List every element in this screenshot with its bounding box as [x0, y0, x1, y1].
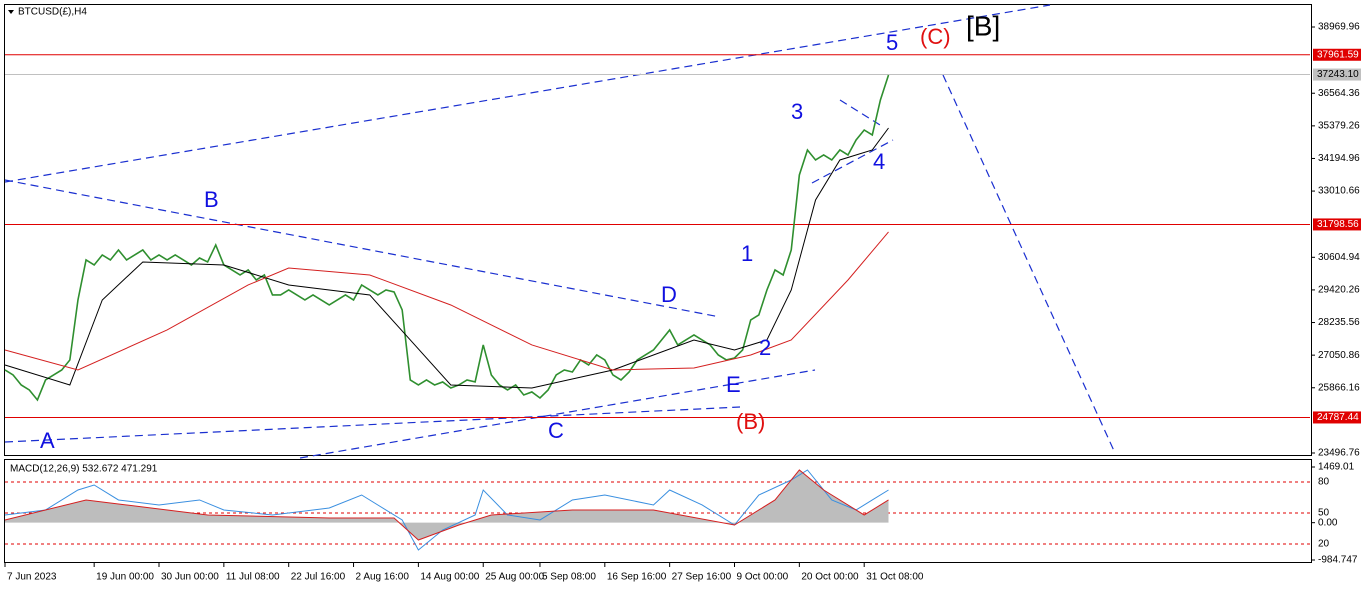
- trend-line: [4, 179, 721, 318]
- x-tick-label: 5 Sep 08:00: [542, 572, 596, 583]
- macd-frame: [4, 459, 1312, 563]
- y-tick-label: 28235.56: [1318, 317, 1360, 328]
- trend-line: [942, 74, 1116, 454]
- wave-label: A: [40, 428, 55, 453]
- x-tick-label: 14 Aug 00:00: [420, 572, 479, 583]
- level-label: 37243.10: [1317, 69, 1359, 80]
- y-tick-label: 29420.26: [1318, 285, 1360, 296]
- macd-y-tick-label: -984.747: [1318, 555, 1358, 566]
- trend-line: [4, 4, 1051, 183]
- y-tick-label: 23496.76: [1318, 448, 1360, 459]
- x-tick-label: 30 Jun 00:00: [161, 572, 219, 583]
- trend-lines: [4, 4, 1116, 459]
- x-tick-label: 27 Sep 16:00: [672, 572, 732, 583]
- x-tick-label: 9 Oct 00:00: [737, 572, 789, 583]
- line: [4, 231, 889, 371]
- wave-label: B: [204, 187, 219, 212]
- level-label: 31798.56: [1317, 219, 1359, 230]
- macd-y-tick-label: 0.00: [1318, 517, 1338, 528]
- trend-line: [4, 406, 741, 443]
- macd-histogram: [5, 469, 889, 540]
- wave-label: (B): [736, 409, 765, 434]
- level-label: 24787.44: [1317, 412, 1359, 423]
- wave-label: 4: [873, 149, 885, 174]
- wave-label: 2: [759, 335, 771, 360]
- y-tick-label: 25866.16: [1318, 382, 1360, 393]
- y-tick-label: 36564.36: [1318, 88, 1360, 99]
- trend-line: [839, 99, 881, 126]
- trend-line: [299, 369, 816, 459]
- level-box: [1313, 68, 1361, 81]
- wave-label: E: [726, 372, 741, 397]
- level-box: [1313, 218, 1361, 231]
- wave-label: 3: [791, 99, 803, 124]
- y-tick-label: 35379.26: [1318, 120, 1360, 131]
- x-tick-label: 19 Jun 00:00: [96, 572, 154, 583]
- wave-label: D: [661, 282, 677, 307]
- x-tick-label: 7 Jun 2023: [7, 572, 57, 583]
- x-tick-label: 22 Jul 16:00: [291, 572, 346, 583]
- chart-title: BTCUSD(£),H4: [18, 7, 87, 18]
- macd-title: MACD(12,26,9) 532.672 471.291: [10, 464, 158, 475]
- x-tick-label: 11 Jul 08:00: [226, 572, 280, 583]
- line: [4, 469, 889, 541]
- macd-level-label: 50: [1318, 508, 1330, 519]
- y-tick-label: 30604.94: [1318, 252, 1360, 263]
- y-tick-label: 38969.96: [1318, 22, 1360, 33]
- macd-level-label: 80: [1318, 477, 1330, 488]
- y-tick-label: 33010.66: [1318, 186, 1360, 197]
- symbol-icon: [8, 10, 14, 14]
- wave-label: 1: [741, 241, 753, 266]
- level-label: 37961.59: [1317, 49, 1359, 60]
- wave-label: C: [548, 418, 564, 443]
- macd-level-label: 20: [1318, 539, 1330, 550]
- y-tick-label: 34194.96: [1318, 153, 1360, 164]
- level-box: [1313, 411, 1361, 424]
- wave-label: [B]: [966, 10, 1000, 41]
- x-tick-label: 31 Oct 08:00: [866, 572, 924, 583]
- line: [4, 74, 890, 402]
- wave-label: 5: [886, 30, 898, 55]
- level-box: [1313, 48, 1361, 61]
- x-tick-label: 16 Sep 16:00: [607, 572, 667, 583]
- x-tick-label: 25 Aug 00:00: [485, 572, 544, 583]
- main-frame: [4, 4, 1312, 456]
- trend-line: [811, 139, 894, 184]
- x-tick-label: 2 Aug 16:00: [356, 572, 410, 583]
- line: [4, 127, 889, 389]
- y-tick-label: 27050.86: [1318, 350, 1360, 361]
- wave-label: (C): [920, 24, 951, 49]
- macd-y-tick-label: 1469.01: [1318, 462, 1355, 473]
- x-tick-label: 20 Oct 00:00: [801, 572, 859, 583]
